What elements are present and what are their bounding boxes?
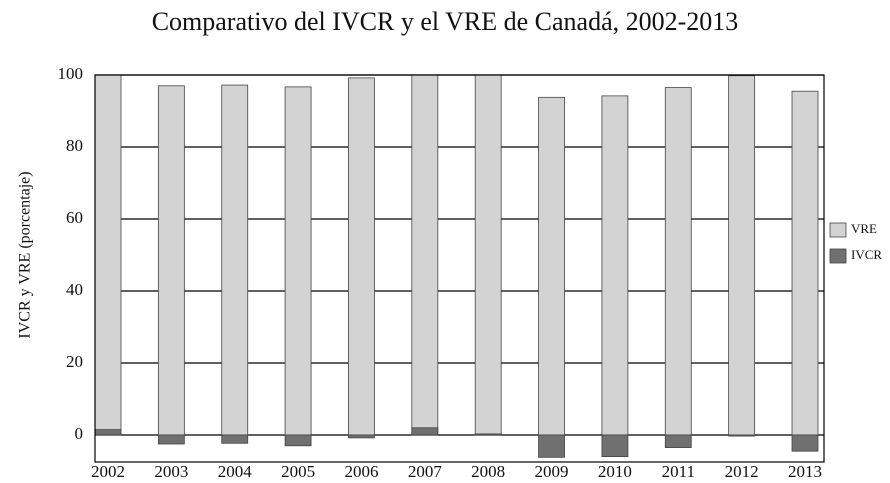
- bar: [728, 75, 756, 436]
- bar: [791, 434, 819, 452]
- y-tick-label: 100: [58, 64, 84, 83]
- y-tick-label: 40: [66, 280, 83, 299]
- bar: [538, 96, 565, 436]
- legend-swatch: [829, 248, 847, 264]
- bar: [94, 429, 122, 436]
- chart-title: Comparativo del IVCR y el VRE de Canadá,…: [152, 7, 739, 36]
- bar: [728, 434, 756, 437]
- y-tick-label: 60: [66, 208, 83, 227]
- bar: [474, 74, 502, 436]
- x-tick-label: 2004: [218, 462, 253, 481]
- bar: [157, 434, 185, 445]
- bar: [284, 434, 312, 447]
- x-tick-label: 2011: [662, 462, 695, 481]
- legend-label: VRE: [851, 221, 877, 236]
- bar: [791, 90, 819, 436]
- x-tick-label: 2013: [788, 462, 822, 481]
- bar: [411, 427, 439, 436]
- bar: [348, 434, 375, 439]
- x-tick-label: 2008: [471, 462, 505, 481]
- bar: [221, 84, 249, 436]
- x-tick-label: 2007: [408, 462, 443, 481]
- bar: [348, 77, 375, 436]
- x-tick-label: 2003: [154, 462, 188, 481]
- bar: [664, 87, 692, 436]
- legend-swatch: [829, 222, 847, 238]
- bar: [221, 434, 249, 444]
- bar: [664, 434, 692, 449]
- bar: [601, 434, 629, 458]
- bar: [411, 74, 439, 436]
- bar: [284, 86, 312, 436]
- plot-frame: [94, 74, 825, 463]
- y-tick-label: 20: [66, 352, 83, 371]
- legend-label: IVCR: [851, 247, 882, 262]
- bar: [94, 74, 122, 436]
- bar: [474, 433, 502, 436]
- y-tick-label: 0: [75, 424, 84, 443]
- x-tick-label: 2012: [725, 462, 759, 481]
- x-tick-label: 2005: [281, 462, 315, 481]
- bar: [538, 434, 565, 458]
- x-tick-label: 2010: [598, 462, 632, 481]
- bar: [601, 95, 629, 436]
- x-tick-label: 2006: [344, 462, 378, 481]
- bar: [157, 85, 185, 436]
- x-tick-label: 2009: [535, 462, 569, 481]
- x-tick-label: 2002: [91, 462, 125, 481]
- y-tick-label: 80: [66, 136, 83, 155]
- y-axis-label: IVCR y VRE (porcentaje): [17, 171, 34, 338]
